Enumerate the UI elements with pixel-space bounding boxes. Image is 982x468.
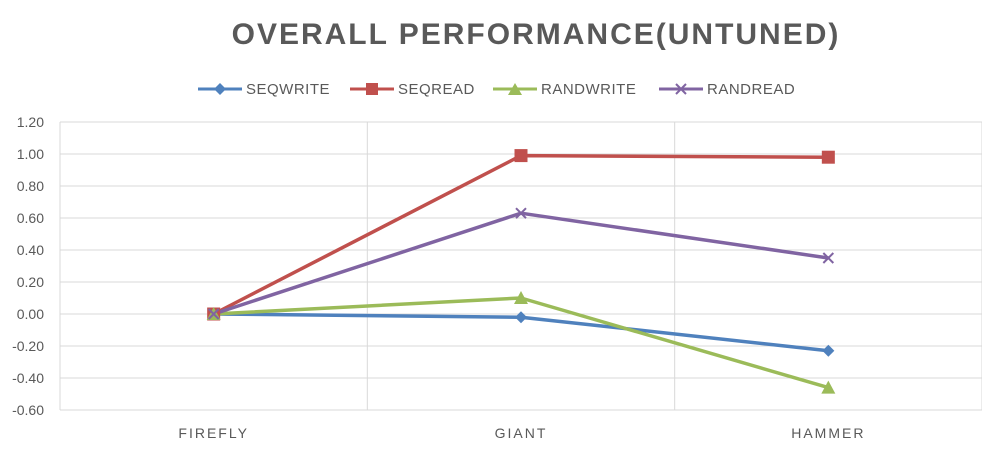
y-tick-label: 0.00 — [17, 306, 44, 322]
y-tick-label: 0.80 — [17, 178, 44, 194]
y-tick-label: 1.20 — [17, 114, 44, 130]
legend-swatch-seqread — [350, 83, 394, 95]
x-tick-label: HAMMER — [791, 425, 865, 441]
legend-label-randread: RANDREAD — [707, 80, 796, 98]
chart-title: OVERALL PERFORMANCE(UNTUNED) — [231, 18, 841, 51]
data-point-randread — [207, 308, 220, 320]
legend-label-randwrite: RANDWRITE — [541, 80, 637, 98]
x-tick-label: FIREFLY — [178, 425, 249, 441]
legend-item-seqread: SEQREAD — [350, 78, 475, 100]
x-marker-stroke — [822, 252, 835, 264]
series-line-seqread — [212, 153, 829, 316]
legend-label-seqread: SEQREAD — [398, 80, 475, 98]
y-tick-label: 0.60 — [17, 210, 44, 226]
legend-item-randwrite: RANDWRITE — [493, 78, 636, 100]
data-point-seqread — [821, 150, 835, 164]
data-point-randwrite — [821, 380, 836, 394]
legend-swatch-randread — [659, 83, 703, 95]
chart-legend: SEQWRITE SEQREAD RANDWRITE RANDREAD — [0, 78, 982, 100]
data-point-randread — [515, 207, 527, 219]
x-marker-stroke — [207, 308, 220, 320]
legend-swatch-seqwrite — [198, 83, 242, 95]
y-tick-label: 1.00 — [17, 146, 44, 162]
legend-item-seqwrite: SEQWRITE — [198, 78, 330, 100]
x-tick-label: GIANT — [495, 425, 548, 441]
data-point-randread — [822, 252, 835, 264]
y-tick-label: 0.20 — [17, 274, 44, 290]
x-marker-stroke — [515, 207, 527, 219]
data-point-seqread — [514, 149, 528, 163]
legend-item-randread: RANDREAD — [659, 78, 795, 100]
data-point-seqwrite — [515, 311, 527, 324]
y-tick-label: 0.40 — [17, 242, 44, 258]
y-tick-label: -0.60 — [12, 402, 44, 418]
data-point-randwrite — [514, 291, 528, 304]
y-tick-label: -0.20 — [12, 338, 44, 354]
legend-label-seqwrite: SEQWRITE — [246, 80, 331, 98]
legend-swatch-randwrite — [493, 83, 537, 95]
y-tick-label: -0.40 — [12, 370, 44, 386]
data-point-seqwrite — [822, 344, 835, 357]
